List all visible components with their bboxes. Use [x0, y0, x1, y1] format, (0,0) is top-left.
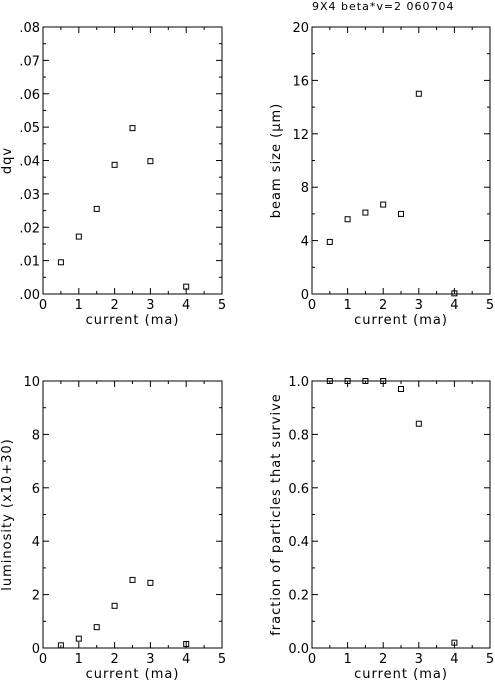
data-point	[398, 210, 404, 217]
x-tick-label: 4	[450, 298, 458, 313]
x-tick-label: 2	[110, 652, 118, 667]
x-tick-label: 2	[110, 298, 118, 313]
y-tick-label: 0.6	[288, 482, 309, 497]
data-point	[380, 378, 387, 384]
data-point	[129, 125, 136, 132]
y-tick-label: .04	[19, 155, 40, 170]
x-tick-label: 4	[182, 652, 190, 667]
y-tick-label: .06	[19, 88, 40, 103]
x-tick-label: 1	[343, 652, 351, 667]
y-tick-label: 10	[23, 375, 40, 390]
x-tick-label: 5	[218, 298, 226, 313]
x-tick-label: 5	[486, 298, 494, 313]
y-tick-label: .07	[19, 54, 40, 69]
y-axis-label: dqv	[0, 147, 15, 174]
x-tick-label: 0	[308, 298, 316, 313]
x-tick-label: 5	[218, 652, 226, 667]
y-tick-label: .01	[19, 255, 40, 270]
y-tick-label: 0.4	[288, 535, 309, 550]
x-axis-label: current (ma)	[86, 313, 180, 328]
chart-panel-1: 0 1 2 3 4 5 .00 .01 .02 .03 .04 .05 .06 .07 .08 current…	[0, 21, 226, 328]
data-point	[415, 420, 422, 427]
x-tick-label: 3	[415, 298, 423, 313]
y-tick-label: 4	[32, 535, 40, 550]
y-tick-label: 0	[32, 642, 40, 657]
y-tick-label: 0.2	[288, 589, 309, 604]
y-tick-label: 1.0	[288, 375, 309, 390]
data-point	[380, 201, 387, 208]
data-point	[93, 624, 100, 631]
data-point	[93, 205, 100, 212]
chart-panel-3: 0 1 2 3 4 5 0 2 4 6 8 10 current (ma) luminosity (x10…	[0, 375, 226, 682]
y-tick-label: .05	[19, 121, 40, 136]
y-tick-label: 0.8	[288, 428, 309, 443]
data-point	[451, 639, 458, 646]
data-point	[75, 635, 82, 642]
chart-panel-4: 0 1 2 3 4 5 0.0 0.2 0.4 0.6 0.8 1.0 current (ma) frac…	[269, 375, 494, 682]
data-point	[344, 378, 351, 384]
y-axis-label: beam size (μm)	[269, 103, 284, 218]
y-tick-label: 0.0	[288, 642, 309, 657]
x-tick-label: 1	[75, 298, 83, 313]
x-tick-label: 2	[379, 298, 387, 313]
y-tick-label: 20	[292, 21, 309, 36]
data-point	[57, 642, 64, 649]
y-tick-label: 8	[32, 428, 40, 443]
y-tick-label: 8	[301, 181, 309, 196]
y-axis-label: luminosity (x10+30)	[0, 438, 15, 590]
data-point	[362, 378, 369, 384]
y-tick-label: 0	[301, 288, 309, 303]
y-tick-label: .03	[19, 188, 40, 203]
data-point	[183, 640, 190, 647]
x-axis-label: current (ma)	[354, 667, 448, 682]
data-point	[451, 290, 458, 297]
data-point	[75, 233, 82, 240]
plot-frame	[311, 26, 491, 295]
x-tick-label: 5	[486, 652, 494, 667]
y-tick-label: .00	[19, 288, 40, 303]
x-tick-label: 3	[146, 652, 154, 667]
data-point	[415, 90, 422, 97]
data-point	[362, 209, 369, 216]
data-point	[344, 216, 351, 223]
data-point	[326, 378, 333, 384]
data-point	[129, 576, 136, 583]
x-tick-label: 3	[415, 652, 423, 667]
x-tick-label: 0	[308, 652, 316, 667]
data-point	[147, 579, 154, 586]
y-tick-label: 16	[292, 74, 309, 89]
y-tick-label: 2	[32, 589, 40, 604]
x-tick-label: 4	[450, 652, 458, 667]
data-point	[57, 259, 64, 266]
plot-frame	[311, 380, 491, 649]
plot-frame	[42, 26, 223, 295]
data-point	[398, 386, 404, 393]
x-axis-label: current (ma)	[86, 667, 180, 682]
data-point	[183, 283, 190, 290]
x-tick-label: 1	[75, 652, 83, 667]
x-tick-label: 0	[39, 298, 47, 313]
y-axis-label: fraction of particles that survive	[269, 393, 284, 636]
y-tick-label: 6	[32, 482, 40, 497]
x-axis-label: current (ma)	[354, 313, 448, 328]
data-point	[111, 602, 118, 609]
x-tick-label: 0	[39, 652, 47, 667]
y-tick-label: .08	[19, 21, 40, 36]
y-tick-label: .02	[19, 221, 40, 236]
y-tick-label: 4	[301, 235, 309, 250]
data-point	[111, 161, 118, 168]
page-title: 9X4 beta*v=2 060704	[312, 0, 455, 13]
plot-frame	[42, 380, 223, 649]
x-tick-label: 3	[146, 298, 154, 313]
data-point	[147, 158, 154, 165]
y-tick-label: 12	[292, 128, 309, 143]
x-tick-label: 2	[379, 652, 387, 667]
x-tick-label: 1	[343, 298, 351, 313]
data-point	[326, 238, 333, 245]
x-tick-label: 4	[182, 298, 190, 313]
